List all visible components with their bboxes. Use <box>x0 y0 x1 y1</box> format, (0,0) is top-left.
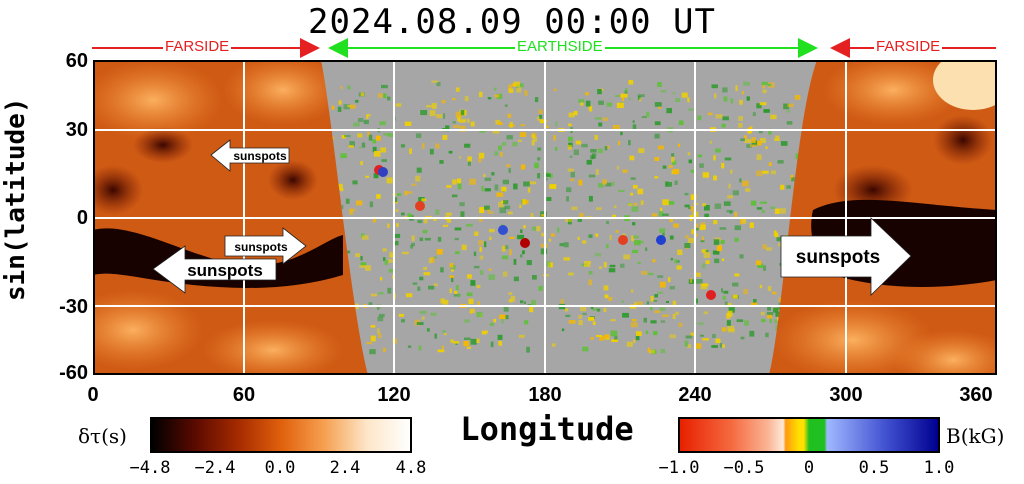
zone-label-farside-right: FARSIDE <box>874 38 943 56</box>
colorbar-left-label: δτ(s) <box>78 424 127 448</box>
sunspots-arrow-medium-left: sunspots <box>152 245 277 294</box>
sunspots-arrow-small-right: sunspots <box>224 227 307 265</box>
x-tick: 360 <box>959 384 993 406</box>
plot-frame <box>93 60 997 375</box>
zone-label-farside-left: FARSIDE <box>163 38 232 56</box>
y-axis-label: sin(latitude) <box>1 97 31 302</box>
sunspots-label-2: sunspots <box>234 240 288 254</box>
y-tick: -30 <box>59 296 88 318</box>
colorbar-left-tick: 0.0 <box>264 458 296 478</box>
y-tick: -60 <box>59 362 88 384</box>
colorbar-right <box>678 417 940 453</box>
sunspots-arrow-small-left: sunspots <box>210 139 290 172</box>
zone-label-earthside: EARTHSIDE <box>515 38 605 56</box>
colorbar-right-tick: 0 <box>803 458 815 478</box>
x-tick: 180 <box>528 384 562 406</box>
y-tick: 0 <box>76 207 88 229</box>
colorbar-left-tick: 2.4 <box>329 458 361 478</box>
colorbar-right-tick: 0.5 <box>858 458 890 478</box>
colorbar-left-tick: 4.8 <box>395 458 427 478</box>
x-tick: 300 <box>829 384 863 406</box>
synoptic-map: sunspots sunspots sunspots sunspots <box>93 60 997 375</box>
colorbar-right-tick: 1.0 <box>923 458 955 478</box>
y-tick: 60 <box>65 50 88 72</box>
map-title: 2024.08.09 00:00 UT <box>308 2 716 42</box>
colorbar-right-tick: −1.0 <box>658 458 700 478</box>
colorbar-right-tick: −0.5 <box>723 458 765 478</box>
colorbar-left-tick: −4.8 <box>129 458 171 478</box>
magnetic-field-patches <box>328 80 805 355</box>
x-tick: 120 <box>377 384 411 406</box>
y-tick: 30 <box>65 119 88 141</box>
sunspots-label-3: sunspots <box>187 261 263 280</box>
colorbar-right-label: B(kG) <box>946 424 1005 448</box>
grid-lines <box>93 60 997 375</box>
sunspots-label-1: sunspots <box>233 149 287 163</box>
farside-texture <box>93 60 997 375</box>
x-tick: 240 <box>678 384 712 406</box>
colorbar-left-tick: −2.4 <box>194 458 236 478</box>
x-tick: 60 <box>232 384 256 406</box>
sunspots-label-4: sunspots <box>796 247 880 268</box>
sunspots-arrow-large-right: sunspots <box>780 217 912 296</box>
x-axis-label: Longitude <box>460 410 634 448</box>
colorbar-left <box>150 417 412 453</box>
x-tick: 0 <box>87 384 99 406</box>
